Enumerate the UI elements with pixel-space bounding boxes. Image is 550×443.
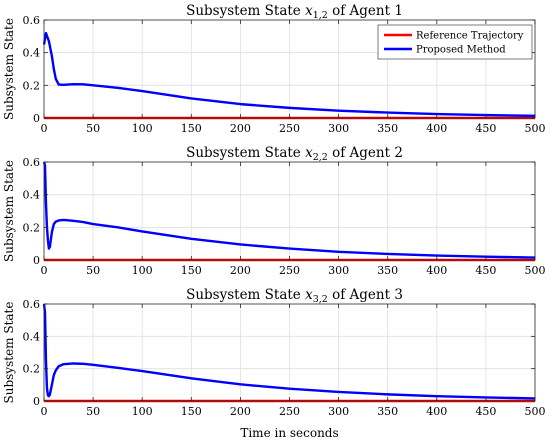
series-proposed-method [42,303,536,400]
x-tick-label: 500 [525,122,546,135]
y-axis-label: Subsystem State [2,18,16,120]
y-tick-label: 0.2 [23,363,41,376]
chart-title-prefix: Subsystem State [186,145,305,161]
x-tick-label: 200 [230,405,251,418]
chart-title-subscript: 1,2 [313,10,328,21]
legend-box [377,24,533,60]
y-tick-label: 0 [33,395,40,408]
x-tick-label: 350 [377,264,398,277]
series-proposed-method [42,31,536,118]
x-tick-label: 450 [475,264,496,277]
x-tick-label: 400 [426,122,447,135]
y-tick-label: 0 [33,112,40,125]
chart-title: Subsystem State x3,2 of Agent 3 [186,287,403,305]
x-tick-label: 50 [86,122,100,135]
x-tick-label: 350 [377,122,398,135]
x-tick-label: 100 [132,405,153,418]
chart-panel-3: 0 50 100 150 200 250 300 350 400 450 500 0 0.2 0.4 0.6… [2,287,546,440]
x-tick-label: 250 [279,122,300,135]
x-tick-label: 350 [377,405,398,418]
chart-panel-2: 0 50 100 150 200 250 300 350 400 450 500 0 0.2 0.4 0.6… [2,145,546,277]
x-tick-label: 500 [525,264,546,277]
x-tick-label: 200 [230,122,251,135]
chart-panel-1: 0 50 100 150 200 250 300 350 400 450 500 0 0.2 0.4 0.6… [2,3,546,135]
x-tick-label: 450 [475,122,496,135]
chart-title-variable: x [305,145,313,161]
x-tick-label: 150 [181,405,202,418]
chart-title-prefix: Subsystem State [186,287,305,303]
x-tick-label: 0 [41,405,48,418]
y-tick-label: 0.6 [23,14,41,27]
y-tick-label: 0.2 [23,79,41,92]
y-tick-label: 0.6 [23,298,41,311]
x-tick-label: 400 [426,405,447,418]
x-tick-label: 300 [328,122,349,135]
chart-title-suffix: of Agent 1 [328,3,403,19]
x-tick-label: 150 [181,122,202,135]
y-tick-label: 0.6 [23,156,41,169]
x-tick-label: 450 [475,405,496,418]
y-axis-label: Subsystem State [2,160,16,262]
y-tick-label: 0.4 [23,47,41,60]
y-tick-label: 0.2 [23,221,41,234]
x-tick-label: 50 [86,264,100,277]
x-axis-label: Time in seconds [240,426,338,440]
legend-label: Reference Trajectory [416,31,524,42]
legend-label: Proposed Method [416,45,506,56]
y-tick-label: 0.4 [23,330,41,343]
chart-title-prefix: Subsystem State [186,3,305,19]
x-tick-label: 150 [181,264,202,277]
y-tick-label: 0.4 [23,189,41,202]
x-tick-label: 500 [525,405,546,418]
x-tick-label: 0 [41,264,48,277]
x-tick-label: 250 [279,405,300,418]
chart-title-suffix: of Agent 3 [328,287,403,303]
chart-title-variable: x [305,3,313,19]
x-tick-label: 300 [328,264,349,277]
x-tick-label: 100 [132,264,153,277]
chart-title-subscript: 3,2 [313,294,328,305]
chart-title-subscript: 2,2 [313,152,328,163]
x-tick-label: 200 [230,264,251,277]
chart-title: Subsystem State x2,2 of Agent 2 [186,145,403,163]
x-tick-label: 0 [41,122,48,135]
x-tick-label: 50 [86,405,100,418]
legend: Reference Trajectory Proposed Method [377,24,533,60]
x-tick-label: 250 [279,264,300,277]
chart-title-variable: x [305,287,313,303]
x-tick-label: 300 [328,405,349,418]
series-proposed-method [42,161,536,259]
chart-title: Subsystem State x1,2 of Agent 1 [186,3,403,21]
y-tick-label: 0 [33,254,40,267]
x-tick-label: 400 [426,264,447,277]
x-tick-label: 100 [132,122,153,135]
chart-title-suffix: of Agent 2 [328,145,403,161]
y-axis-label: Subsystem State [2,302,16,404]
